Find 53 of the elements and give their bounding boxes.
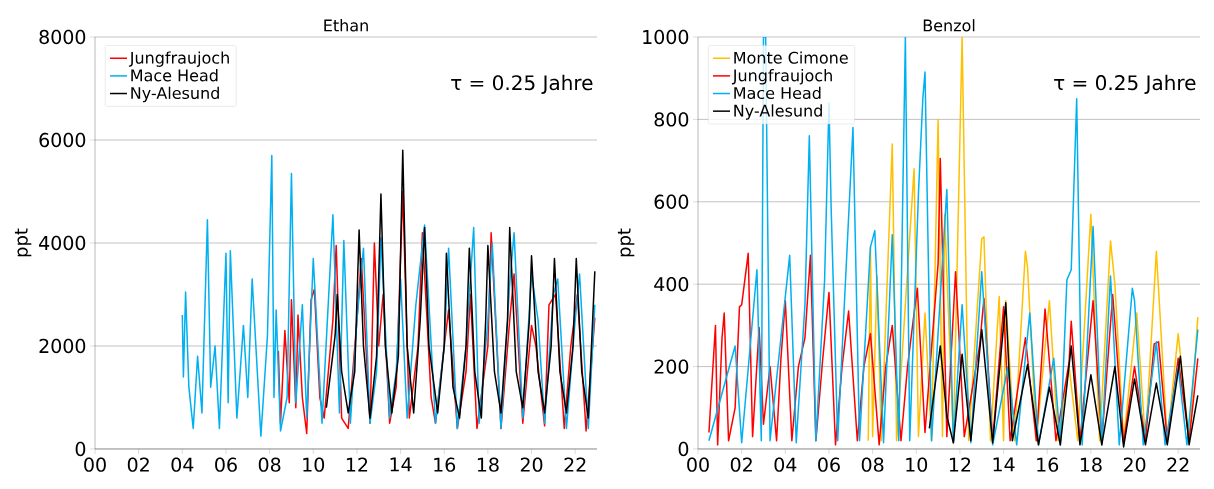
y-tick-label: 8000 (39, 29, 86, 45)
y-tick-label: 200 (654, 359, 689, 374)
x-tick-label: 22 (564, 457, 586, 472)
x-tick-label: 02 (127, 457, 149, 472)
y-axis-title: ppt (617, 228, 635, 257)
y-axis-title: ppt (14, 228, 32, 257)
y-tick-label: 0 (75, 441, 86, 457)
legend-label: Jungfraujoch (128, 51, 229, 67)
x-tick-label: 14 (390, 457, 412, 472)
y-tick-label: 2000 (39, 338, 86, 354)
x-tick-label: 16 (1037, 457, 1059, 472)
x-tick-label: 12 (949, 457, 971, 472)
annotation: τ = 0.25 Jahre (451, 74, 593, 94)
line-series (181, 154, 596, 437)
x-tick-label: 06 (215, 457, 237, 472)
x-tick-label: 04 (774, 457, 797, 472)
y-tick-label: 600 (654, 194, 689, 209)
y-tick-label: 4000 (39, 235, 86, 251)
y-tick-label: 0 (678, 441, 689, 457)
x-tick-label: 08 (258, 457, 281, 472)
annotation: τ = 0.25 Jahre (1054, 74, 1196, 94)
x-tick-label: 16 (434, 457, 456, 472)
x-tick-label: 10 (906, 457, 928, 472)
x-tick-label: 08 (861, 457, 884, 472)
line-series (325, 149, 596, 419)
x-tick-label: 18 (1080, 457, 1102, 472)
y-tick-label: 400 (654, 276, 689, 292)
y-tick-label: 1000 (643, 29, 689, 45)
x-tick-label: 04 (171, 457, 194, 472)
x-tick-label: 22 (1167, 457, 1189, 472)
x-tick-label: 00 (687, 457, 709, 472)
x-tick-label: 20 (1123, 457, 1146, 472)
chart-title: Ethan (324, 19, 368, 32)
x-tick-label: 20 (520, 457, 543, 472)
line-series (708, 36, 1199, 446)
x-tick-label: 14 (993, 457, 1015, 472)
chart-title: Benzol (923, 19, 975, 32)
x-tick-label: 10 (303, 457, 325, 472)
legend-label: Ny-Alesund (734, 104, 822, 120)
x-tick-label: 12 (346, 457, 368, 472)
legend-label: Jungfraujoch (731, 69, 832, 85)
x-tick-label: 00 (84, 457, 106, 472)
line-series (708, 157, 1199, 446)
y-tick-label: 6000 (39, 132, 86, 148)
x-tick-label: 06 (818, 457, 840, 472)
x-tick-label: 18 (477, 457, 499, 472)
y-tick-label: 800 (654, 112, 689, 127)
legend-label: Mace Head (734, 86, 821, 100)
legend-label: Ny-Alesund (131, 86, 219, 103)
line-series (928, 301, 1199, 448)
x-tick-label: 02 (730, 457, 752, 472)
legend-label: Monte Cimone (734, 51, 848, 64)
legend-label: Mace Head (131, 69, 218, 82)
